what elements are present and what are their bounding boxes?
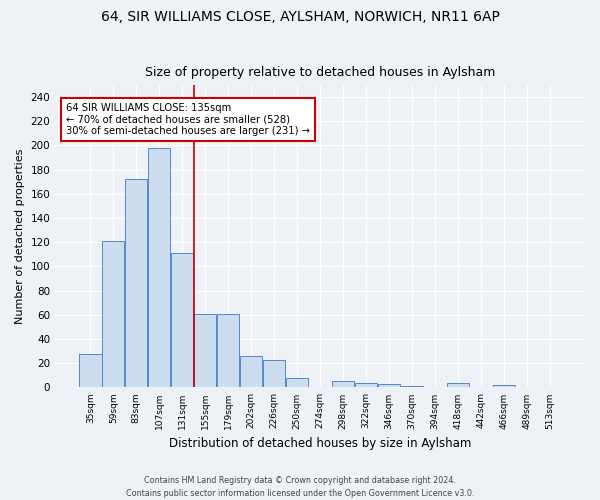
X-axis label: Distribution of detached houses by size in Aylsham: Distribution of detached houses by size … [169, 437, 471, 450]
Title: Size of property relative to detached houses in Aylsham: Size of property relative to detached ho… [145, 66, 495, 80]
Bar [125, 179, 148, 388]
Y-axis label: Number of detached properties: Number of detached properties [15, 148, 25, 324]
Bar [378, 384, 400, 388]
Bar [79, 354, 101, 388]
Bar [332, 382, 354, 388]
Bar [447, 382, 469, 388]
Text: 64, SIR WILLIAMS CLOSE, AYLSHAM, NORWICH, NR11 6AP: 64, SIR WILLIAMS CLOSE, AYLSHAM, NORWICH… [101, 10, 499, 24]
Bar [171, 253, 193, 388]
Bar [355, 382, 377, 388]
Bar [102, 241, 124, 388]
Bar [286, 378, 308, 388]
Text: 64 SIR WILLIAMS CLOSE: 135sqm
← 70% of detached houses are smaller (528)
30% of : 64 SIR WILLIAMS CLOSE: 135sqm ← 70% of d… [66, 103, 310, 136]
Text: Contains HM Land Registry data © Crown copyright and database right 2024.
Contai: Contains HM Land Registry data © Crown c… [126, 476, 474, 498]
Bar [148, 148, 170, 388]
Bar [240, 356, 262, 388]
Bar [401, 386, 423, 388]
Bar [263, 360, 285, 388]
Bar [194, 314, 217, 388]
Bar [493, 385, 515, 388]
Bar [217, 314, 239, 388]
